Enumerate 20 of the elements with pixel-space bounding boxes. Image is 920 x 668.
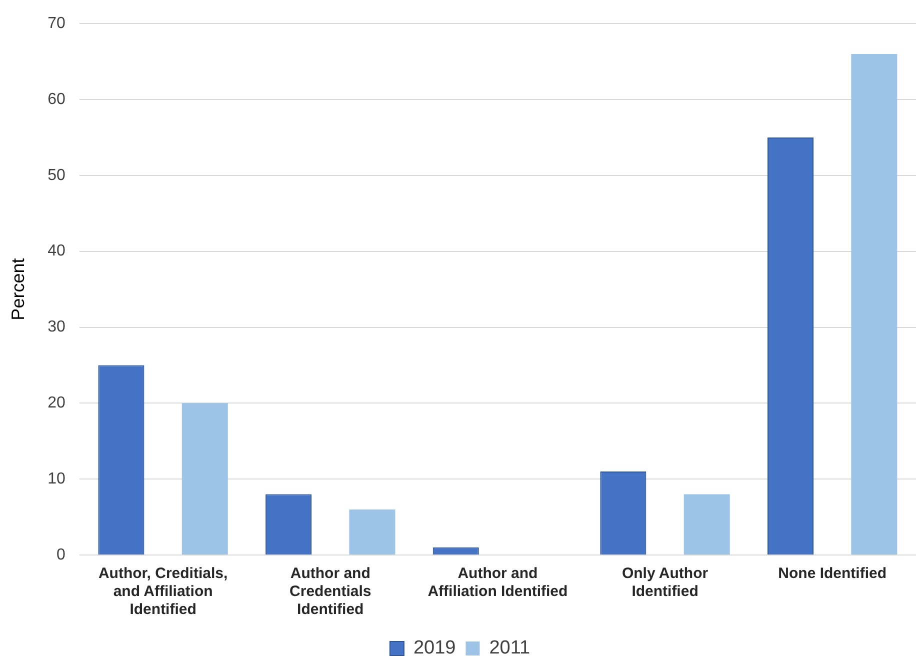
y-tick-label: 70	[48, 15, 66, 32]
y-tick-label: 0	[56, 546, 66, 564]
y-tick-label: 60	[48, 90, 66, 108]
bar	[851, 54, 898, 554]
x-tick-label: Only Author Identified	[622, 565, 708, 600]
x-tick-label: Author and Credentials Identified	[290, 565, 372, 618]
y-tick-label: 10	[48, 470, 66, 488]
y-tick-label: 40	[48, 242, 66, 260]
bar	[684, 494, 730, 554]
y-tick-label: 30	[48, 318, 66, 336]
y-tick-label: 50	[48, 166, 66, 184]
x-tick-label: None Identified	[778, 565, 887, 582]
bar	[182, 403, 228, 554]
x-tick-label: Author, Creditials, and Affiliation Identified	[98, 565, 228, 618]
x-tick-label: Author and Affiliation Identified	[428, 565, 568, 600]
y-axis-title: Percent	[8, 258, 28, 320]
bar	[349, 509, 396, 554]
legend-label: 2019	[413, 638, 456, 659]
legend-label: 2011	[489, 638, 530, 659]
y-tick-label: 20	[48, 394, 66, 412]
